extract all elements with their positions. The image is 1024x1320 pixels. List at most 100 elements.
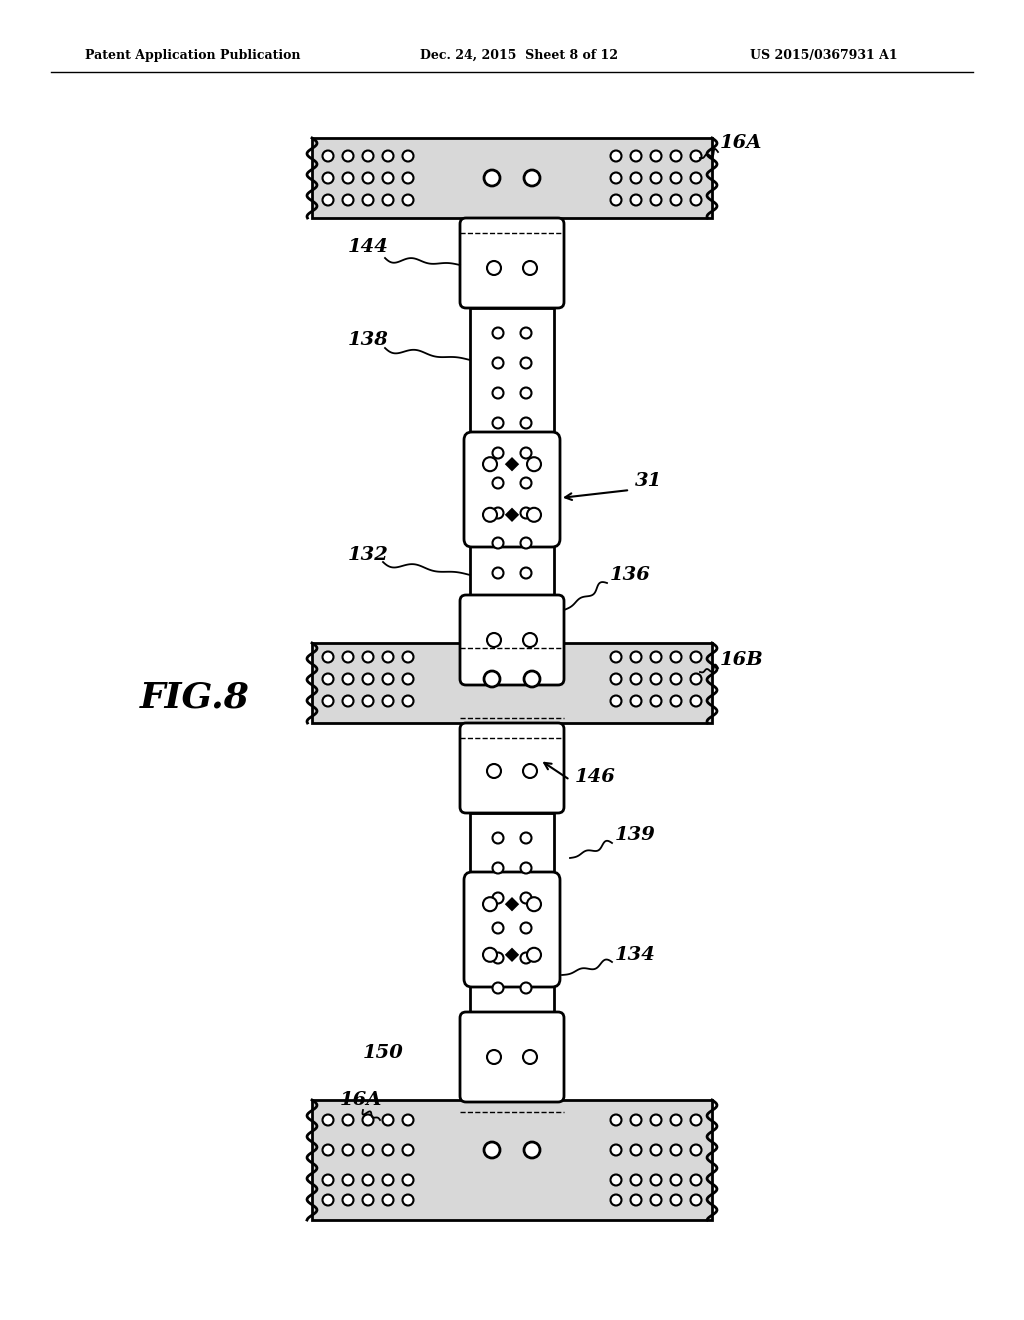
Circle shape — [650, 1175, 662, 1185]
Circle shape — [610, 173, 622, 183]
Circle shape — [362, 1175, 374, 1185]
Circle shape — [520, 447, 531, 458]
Circle shape — [323, 173, 334, 183]
FancyBboxPatch shape — [464, 432, 560, 546]
Circle shape — [650, 1195, 662, 1205]
Circle shape — [493, 388, 504, 399]
Circle shape — [671, 1144, 682, 1155]
Circle shape — [631, 652, 641, 663]
Circle shape — [527, 508, 541, 521]
Circle shape — [527, 948, 541, 962]
Text: FIG.8: FIG.8 — [140, 681, 250, 715]
Circle shape — [493, 447, 504, 458]
Circle shape — [342, 1144, 353, 1155]
Circle shape — [520, 833, 531, 843]
Circle shape — [493, 417, 504, 429]
Circle shape — [483, 457, 497, 471]
Circle shape — [523, 634, 537, 647]
Circle shape — [483, 898, 497, 911]
Circle shape — [690, 673, 701, 685]
Circle shape — [524, 671, 540, 686]
Circle shape — [493, 478, 504, 488]
Circle shape — [362, 652, 374, 663]
Circle shape — [520, 923, 531, 933]
Circle shape — [402, 173, 414, 183]
Circle shape — [342, 150, 353, 161]
Circle shape — [402, 1114, 414, 1126]
Circle shape — [487, 261, 501, 275]
Circle shape — [362, 1144, 374, 1155]
Text: 139: 139 — [615, 826, 656, 843]
Circle shape — [671, 173, 682, 183]
Circle shape — [520, 358, 531, 368]
Bar — [312, 139, 712, 218]
Circle shape — [323, 1144, 334, 1155]
Circle shape — [402, 1175, 414, 1185]
Circle shape — [650, 652, 662, 663]
Circle shape — [383, 150, 393, 161]
Circle shape — [520, 507, 531, 519]
Circle shape — [383, 652, 393, 663]
Circle shape — [650, 673, 662, 685]
Circle shape — [342, 1195, 353, 1205]
Circle shape — [631, 194, 641, 206]
Circle shape — [323, 696, 334, 706]
Circle shape — [383, 1114, 393, 1126]
Circle shape — [690, 150, 701, 161]
Circle shape — [690, 173, 701, 183]
Circle shape — [631, 1175, 641, 1185]
Bar — [470, 308, 554, 595]
Circle shape — [342, 194, 353, 206]
FancyBboxPatch shape — [460, 1012, 564, 1102]
FancyBboxPatch shape — [460, 595, 564, 685]
Circle shape — [342, 652, 353, 663]
Text: Dec. 24, 2015  Sheet 8 of 12: Dec. 24, 2015 Sheet 8 of 12 — [420, 49, 618, 62]
Circle shape — [383, 173, 393, 183]
Circle shape — [671, 1114, 682, 1126]
Circle shape — [487, 1049, 501, 1064]
Circle shape — [493, 537, 504, 549]
Circle shape — [520, 388, 531, 399]
Circle shape — [520, 537, 531, 549]
Circle shape — [527, 898, 541, 911]
Circle shape — [631, 1144, 641, 1155]
Circle shape — [520, 982, 531, 994]
Circle shape — [493, 358, 504, 368]
Circle shape — [523, 764, 537, 777]
Circle shape — [520, 862, 531, 874]
Circle shape — [631, 173, 641, 183]
Circle shape — [362, 194, 374, 206]
Circle shape — [523, 261, 537, 275]
Circle shape — [610, 1175, 622, 1185]
Circle shape — [631, 1195, 641, 1205]
Circle shape — [527, 457, 541, 471]
Circle shape — [342, 1114, 353, 1126]
Circle shape — [650, 1144, 662, 1155]
Circle shape — [342, 173, 353, 183]
Circle shape — [402, 673, 414, 685]
Circle shape — [671, 696, 682, 706]
Circle shape — [610, 194, 622, 206]
Text: 144: 144 — [348, 238, 389, 256]
Circle shape — [650, 1114, 662, 1126]
Circle shape — [671, 673, 682, 685]
Circle shape — [690, 1195, 701, 1205]
Circle shape — [362, 150, 374, 161]
Circle shape — [493, 862, 504, 874]
Text: US 2015/0367931 A1: US 2015/0367931 A1 — [750, 49, 898, 62]
Circle shape — [610, 1144, 622, 1155]
Circle shape — [610, 696, 622, 706]
FancyBboxPatch shape — [460, 218, 564, 308]
Circle shape — [383, 673, 393, 685]
Circle shape — [650, 150, 662, 161]
Text: 134: 134 — [615, 946, 656, 964]
Circle shape — [690, 696, 701, 706]
FancyBboxPatch shape — [460, 723, 564, 813]
Circle shape — [690, 1114, 701, 1126]
Circle shape — [520, 568, 531, 578]
Circle shape — [690, 1175, 701, 1185]
Circle shape — [650, 173, 662, 183]
Circle shape — [402, 652, 414, 663]
Circle shape — [610, 673, 622, 685]
Circle shape — [610, 1195, 622, 1205]
